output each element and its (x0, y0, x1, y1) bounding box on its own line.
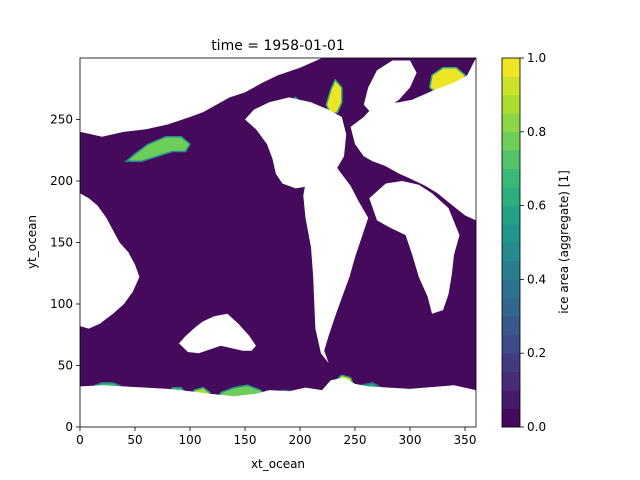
colorbar-level (502, 297, 520, 317)
colorbar-level (502, 76, 520, 96)
chart-title: time = 1958-01-01 (211, 38, 345, 54)
land-africa (369, 181, 460, 314)
land-antarctica (80, 377, 476, 427)
y-tick-label: 200 (50, 174, 73, 188)
x-tick-label: 200 (289, 433, 312, 447)
colorbar-level (502, 187, 520, 206)
colorbar-level (502, 242, 520, 262)
colorbar-tick-label: 0.2 (527, 346, 546, 360)
land-mask-layer (80, 58, 476, 427)
colorbar-axis: 0.0 0.2 0.4 0.6 0.8 1.0 (520, 51, 546, 434)
colorbar-level (502, 408, 520, 428)
colorbar-level (502, 390, 520, 409)
y-axis-label: yt_ocean (25, 215, 39, 269)
x-tick-label: 0 (76, 433, 84, 447)
y-tick-label: 0 (65, 420, 73, 434)
colorbar-level (502, 113, 520, 133)
colorbar-level (502, 353, 520, 372)
colorbar-tick-label: 1.0 (527, 51, 546, 65)
x-axis: 0 50 100 150 200 250 300 350 (76, 427, 476, 447)
land-north-america (80, 58, 322, 137)
y-tick-label: 250 (50, 113, 73, 127)
x-tick-label: 150 (234, 433, 257, 447)
land-greenland (363, 60, 417, 113)
land-south-america (303, 158, 369, 363)
x-tick-label: 50 (127, 433, 142, 447)
colorbar-level (502, 94, 520, 114)
x-axis-label: xt_ocean (251, 457, 305, 471)
colorbar-level (502, 150, 520, 169)
x-tick-label: 100 (179, 433, 202, 447)
land-north-america-body (245, 97, 347, 189)
colorbar-level (502, 131, 520, 151)
x-tick-label: 250 (344, 433, 367, 447)
colorbar-tick-label: 0.6 (527, 199, 546, 213)
ice-region-bering-edge (124, 135, 191, 163)
colorbar-level (502, 260, 520, 280)
y-tick-label: 50 (58, 359, 73, 373)
colorbar-tick-label: 0.4 (527, 272, 546, 286)
land-asia-pacific-coast (80, 193, 140, 329)
colorbar (502, 58, 520, 428)
colorbar-level (502, 168, 520, 188)
colorbar-level (502, 205, 520, 225)
x-tick-label: 350 (454, 433, 477, 447)
colorbar-level (502, 316, 520, 336)
colorbar-level (502, 58, 520, 77)
colorbar-frame (501, 57, 521, 428)
colorbar-tick-label: 0.8 (527, 125, 546, 139)
colorbar-tick-label: 0.0 (527, 420, 546, 434)
y-tick-label: 150 (50, 236, 73, 250)
land-eurasia (350, 58, 476, 221)
colorbar-label: ice area (aggregate) [1] (557, 170, 571, 314)
land-australia (179, 313, 256, 354)
colorbar-level (502, 279, 520, 299)
colorbar-level (502, 371, 520, 391)
plot-area (80, 58, 476, 427)
colorbar-level (502, 334, 520, 354)
y-tick-label: 100 (50, 297, 73, 311)
y-axis: 0 50 100 150 200 250 (50, 113, 80, 434)
x-tick-label: 300 (399, 433, 422, 447)
colorbar-level (502, 224, 520, 243)
